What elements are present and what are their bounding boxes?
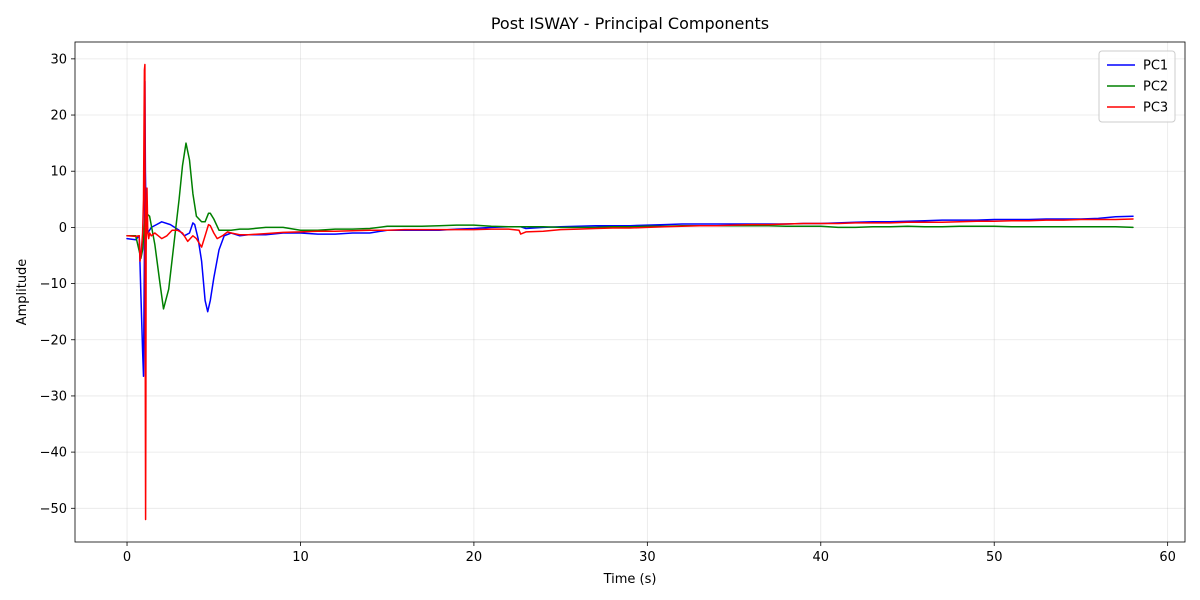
legend-label-pc2: PC2 (1143, 80, 1168, 95)
y-axis-label: Amplitude (15, 259, 30, 326)
y-tick-label: −10 (40, 277, 67, 292)
legend: PC1 PC2 PC3 (1098, 50, 1176, 123)
x-tick-label: 20 (466, 550, 483, 565)
y-tick-label: 0 (59, 221, 67, 236)
y-tick-label: −30 (40, 389, 67, 404)
legend-label-pc3: PC3 (1143, 101, 1168, 116)
y-tick-label: −20 (40, 333, 67, 348)
y-tick-label: 10 (50, 165, 67, 180)
series-line-pc2 (126, 142, 1134, 310)
y-tick-label: −40 (40, 446, 67, 461)
plot-lines (126, 63, 1134, 521)
x-tick-label: 50 (986, 550, 1003, 565)
legend-box (1098, 50, 1176, 123)
series-line-pc3 (126, 63, 1134, 521)
x-axis-ticks: 0 10 20 30 40 50 60 (123, 542, 1176, 565)
legend-label-pc1: PC1 (1143, 59, 1168, 74)
plot-frame (74, 41, 1186, 543)
x-tick-label: 40 (813, 550, 830, 565)
x-tick-label: 60 (1159, 550, 1176, 565)
chart-title: Post ISWAY - Principal Components (491, 14, 769, 33)
y-axis-ticks: −50 −40 −30 −20 −10 0 10 20 30 (40, 52, 75, 517)
x-tick-label: 10 (292, 550, 309, 565)
y-tick-label: −50 (40, 502, 67, 517)
y-tick-label: 30 (50, 52, 67, 67)
x-tick-label: 30 (639, 550, 656, 565)
x-axis-label: Time (s) (603, 572, 657, 587)
y-tick-label: 20 (50, 109, 67, 124)
x-tick-label: 0 (123, 550, 131, 565)
